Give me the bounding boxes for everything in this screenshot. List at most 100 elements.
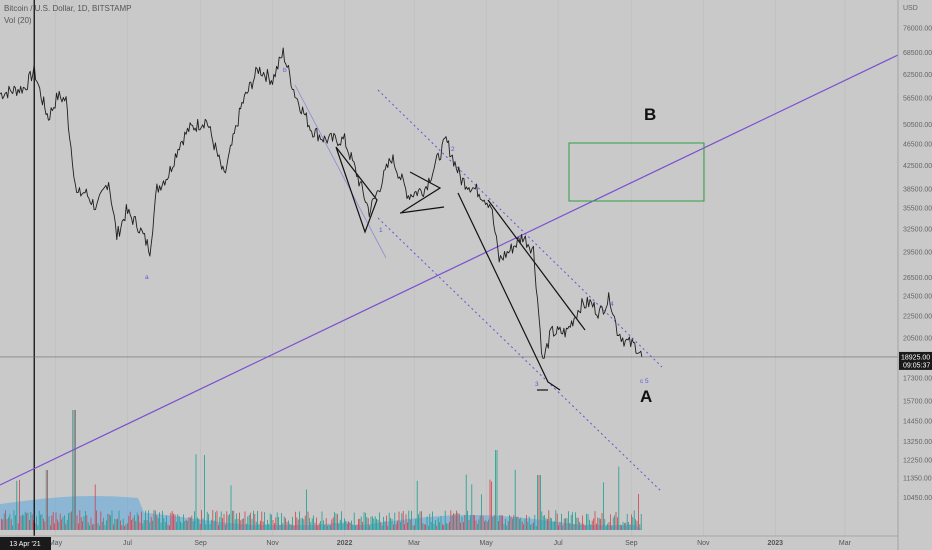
volume-bar — [132, 518, 134, 530]
volume-bar — [219, 516, 221, 530]
volume-bar — [401, 513, 403, 530]
volume-bar — [180, 521, 181, 530]
volume-bar — [159, 512, 160, 530]
volume-bar — [345, 520, 347, 530]
volume-bar — [538, 475, 540, 530]
price-tick-label: 29500.00 — [903, 249, 932, 256]
volume-bar — [22, 514, 23, 530]
target-box[interactable] — [568, 142, 705, 202]
volume-bar — [276, 512, 278, 530]
volume-bar — [603, 482, 604, 530]
volume-bar — [576, 517, 578, 530]
volume-bar — [498, 521, 499, 530]
volume-bar — [236, 513, 237, 530]
volume-bar — [407, 522, 408, 530]
volume-bar — [638, 494, 639, 530]
volume-bar — [373, 518, 375, 530]
volume-bar — [93, 523, 95, 530]
time-tick-label: Jul — [554, 540, 563, 547]
volume-bar — [222, 518, 223, 530]
triangle-pattern-2[interactable] — [401, 171, 442, 213]
volume-bar — [213, 520, 215, 530]
time-tick-label: Sep — [625, 540, 638, 547]
volume-bar — [230, 485, 232, 530]
volume-bar — [61, 519, 62, 530]
volume-bar — [139, 522, 141, 530]
volume-bar — [69, 512, 71, 530]
channel-line-small[interactable] — [294, 84, 387, 259]
volume-bar — [118, 510, 120, 530]
currency-label: USD — [903, 5, 918, 12]
volume-bar — [1, 518, 2, 530]
volume-bar — [129, 511, 131, 530]
price-tick-label: 56500.00 — [903, 96, 932, 103]
wedge-right-line[interactable] — [487, 199, 586, 331]
volume-bar — [5, 510, 6, 530]
volume-bar — [317, 525, 319, 530]
volume-bar — [423, 524, 425, 530]
triangle-pattern-1[interactable] — [335, 146, 378, 234]
volume-bar — [148, 510, 149, 530]
volume-bar — [143, 520, 145, 530]
volume-bar — [59, 513, 61, 530]
volume-bar — [15, 515, 16, 530]
volume-bar — [421, 511, 422, 530]
volume-bar — [254, 514, 256, 530]
volume-bar — [246, 523, 247, 530]
volume-bar — [388, 512, 390, 530]
volume-bar — [162, 510, 163, 530]
pattern-drawings[interactable]: BA — [335, 105, 656, 406]
long-trendline[interactable] — [0, 54, 899, 486]
volume-bar — [534, 514, 536, 530]
volume-bar — [167, 524, 169, 530]
price-tick-label: 26500.00 — [903, 275, 932, 282]
time-axis[interactable]: May Jul Sep Nov 2022 Mar May Jul Sep Nov 2023 Mar 13… — [0, 535, 898, 550]
volume-bar — [241, 519, 243, 530]
triangle-pattern-2-base[interactable] — [399, 206, 445, 214]
time-tick-label: Nov — [697, 540, 710, 547]
volume-bar — [587, 514, 589, 530]
channel-upper-line[interactable] — [377, 89, 663, 368]
volume-bar — [184, 521, 186, 530]
volume-bar — [563, 518, 565, 530]
volume-bar — [283, 516, 285, 530]
volume-bar — [204, 455, 205, 530]
volume-bar — [328, 524, 330, 530]
volume-bar — [171, 511, 173, 530]
volume-bar — [237, 518, 239, 530]
volume-bar — [394, 512, 396, 530]
volume-bar — [479, 515, 481, 530]
price-axis-background — [898, 0, 932, 550]
volume-bar — [535, 525, 537, 530]
volume-bar — [528, 516, 530, 530]
volume-bar — [201, 510, 202, 530]
volume-bar — [191, 515, 193, 530]
volume-bar — [575, 512, 576, 530]
volume-bar — [296, 517, 298, 530]
volume-bar — [481, 494, 482, 530]
volume-bar — [338, 523, 340, 530]
volume-bar — [520, 517, 522, 530]
volume-bar — [85, 511, 86, 530]
volume-bar — [325, 518, 327, 530]
price-axis[interactable]: USD 76000.00 68500.00 62500.00 56500.00 50500… — [897, 0, 932, 550]
volume-bar — [31, 514, 33, 530]
volume-bar — [372, 516, 373, 530]
volume-bar — [409, 519, 411, 530]
volume-bar — [370, 516, 372, 530]
volume-bar — [426, 516, 428, 530]
volume-bar — [617, 517, 618, 530]
volume-bar — [120, 520, 121, 530]
channel-lower-line[interactable] — [377, 217, 663, 493]
volume-bar — [457, 512, 459, 530]
descending-channel[interactable] — [294, 84, 663, 493]
volume-bar — [566, 518, 568, 530]
volume-bar — [269, 513, 271, 530]
volume-bar — [341, 511, 342, 530]
volume-bar — [369, 525, 370, 530]
volume-bar — [62, 516, 64, 530]
wedge-left-line[interactable] — [457, 192, 561, 391]
time-tick-label: Jul — [123, 540, 132, 547]
